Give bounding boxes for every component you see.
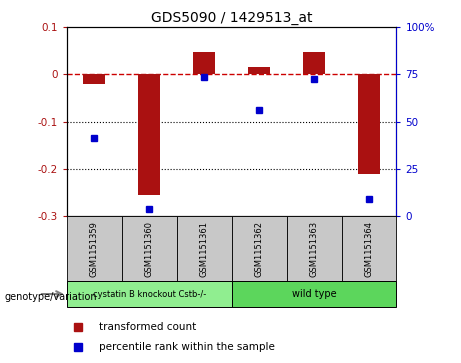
Bar (138, 74, 160, 195)
Text: GSM1151361: GSM1151361 (200, 221, 209, 277)
Bar (67, 216, 122, 281)
Text: cystatin B knockout Cstb-/-: cystatin B knockout Cstb-/- (93, 290, 206, 298)
Bar (67, 281, 231, 307)
Text: percentile rank within the sample: percentile rank within the sample (99, 342, 275, 352)
Bar (231, 281, 396, 307)
Bar (342, 216, 396, 281)
Bar (193, 52, 215, 74)
Text: GSM1151362: GSM1151362 (254, 221, 264, 277)
Text: GSM1151359: GSM1151359 (90, 221, 99, 277)
Bar (122, 216, 177, 281)
Text: wild type: wild type (292, 289, 337, 299)
Bar (303, 52, 325, 74)
Bar (287, 216, 342, 281)
Bar (83, 74, 105, 84)
Text: GSM1151363: GSM1151363 (309, 221, 319, 277)
Text: GSM1151364: GSM1151364 (365, 221, 373, 277)
Text: transformed count: transformed count (99, 322, 196, 332)
Bar (231, 216, 287, 281)
Bar (248, 67, 270, 74)
Bar (358, 74, 380, 174)
Title: GDS5090 / 1429513_at: GDS5090 / 1429513_at (151, 11, 313, 25)
Bar (177, 216, 231, 281)
Text: GSM1151360: GSM1151360 (145, 221, 154, 277)
Text: genotype/variation: genotype/variation (5, 292, 97, 302)
